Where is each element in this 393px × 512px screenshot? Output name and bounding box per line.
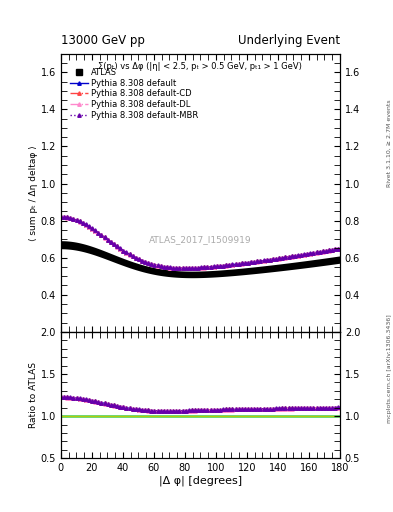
Text: Σ(pₜ) vs Δφ (|η| < 2.5, pₜ > 0.5 GeV, pₜ₁ > 1 GeV): Σ(pₜ) vs Δφ (|η| < 2.5, pₜ > 0.5 GeV, pₜ… bbox=[99, 62, 302, 71]
Text: ATLAS_2017_I1509919: ATLAS_2017_I1509919 bbox=[149, 236, 252, 245]
Text: Underlying Event: Underlying Event bbox=[238, 34, 340, 47]
Text: Rivet 3.1.10, ≥ 2.7M events: Rivet 3.1.10, ≥ 2.7M events bbox=[387, 99, 391, 187]
Legend: ATLAS, Pythia 8.308 default, Pythia 8.308 default-CD, Pythia 8.308 default-DL, P: ATLAS, Pythia 8.308 default, Pythia 8.30… bbox=[68, 66, 200, 121]
Text: mcplots.cern.ch [arXiv:1306.3436]: mcplots.cern.ch [arXiv:1306.3436] bbox=[387, 314, 391, 423]
X-axis label: |Δ φ| [degrees]: |Δ φ| [degrees] bbox=[159, 476, 242, 486]
Y-axis label: Ratio to ATLAS: Ratio to ATLAS bbox=[29, 362, 38, 428]
Text: 13000 GeV pp: 13000 GeV pp bbox=[61, 34, 145, 47]
Y-axis label: ⟨ sum pₜ / Δη deltaφ ⟩: ⟨ sum pₜ / Δη deltaφ ⟩ bbox=[29, 145, 38, 241]
